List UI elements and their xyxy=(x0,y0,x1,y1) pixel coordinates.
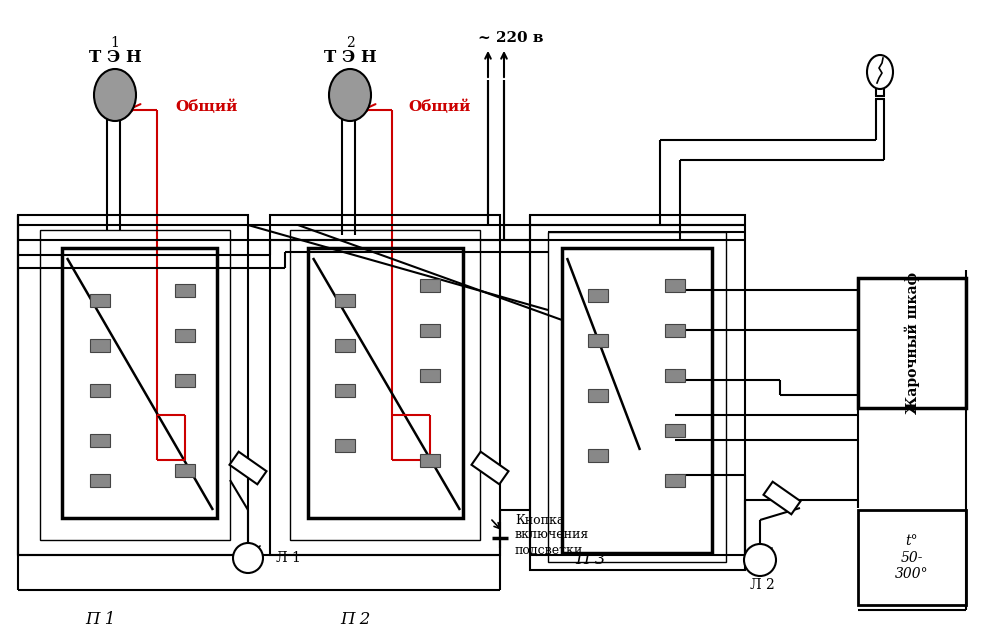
Bar xyxy=(858,278,966,408)
Bar xyxy=(858,510,966,605)
Ellipse shape xyxy=(867,55,893,89)
Bar xyxy=(90,383,110,397)
Bar xyxy=(420,454,440,467)
Bar xyxy=(90,433,110,447)
Text: П 1: П 1 xyxy=(84,611,115,628)
Text: ~ 220 в: ~ 220 в xyxy=(478,31,543,45)
Polygon shape xyxy=(472,452,508,484)
Circle shape xyxy=(744,544,776,576)
Bar xyxy=(665,323,685,337)
Bar xyxy=(90,294,110,307)
Bar xyxy=(588,388,608,401)
Text: Т Э Н: Т Э Н xyxy=(324,49,377,65)
Text: Жарочный шкаф: Жарочный шкаф xyxy=(904,272,920,414)
Bar xyxy=(420,323,440,337)
Bar xyxy=(290,230,480,540)
Bar xyxy=(665,474,685,486)
Bar xyxy=(335,339,355,351)
Polygon shape xyxy=(230,452,267,484)
Bar xyxy=(588,289,608,301)
Ellipse shape xyxy=(329,69,371,121)
Bar xyxy=(335,383,355,397)
Text: Общий: Общий xyxy=(175,100,237,115)
Polygon shape xyxy=(763,482,800,515)
Bar xyxy=(18,215,248,555)
Text: Общий: Общий xyxy=(408,100,470,115)
Text: 2: 2 xyxy=(345,36,354,50)
Bar xyxy=(175,328,195,342)
Circle shape xyxy=(233,543,263,573)
Bar xyxy=(665,369,685,381)
Text: П 3: П 3 xyxy=(575,552,605,568)
Ellipse shape xyxy=(94,69,136,121)
Bar xyxy=(530,215,745,570)
Bar xyxy=(588,449,608,461)
Text: Кнопка
включения
подсветки: Кнопка включения подсветки xyxy=(515,513,590,557)
Bar xyxy=(562,248,712,553)
Bar xyxy=(40,230,230,540)
Bar xyxy=(90,339,110,351)
Text: П 2: П 2 xyxy=(339,611,370,628)
Bar xyxy=(665,424,685,436)
Text: t°
50-
300°: t° 50- 300° xyxy=(896,534,929,580)
Text: Т Э Н: Т Э Н xyxy=(88,49,141,65)
Bar xyxy=(548,232,726,562)
Bar xyxy=(62,248,217,518)
Bar xyxy=(335,438,355,451)
Bar xyxy=(420,278,440,291)
Text: 1: 1 xyxy=(111,36,120,50)
Bar xyxy=(665,278,685,291)
Bar xyxy=(175,463,195,477)
Bar xyxy=(175,284,195,296)
Bar xyxy=(335,294,355,307)
Bar xyxy=(175,374,195,387)
Bar xyxy=(90,474,110,486)
Bar xyxy=(308,248,463,518)
Text: Л 2: Л 2 xyxy=(750,578,775,592)
Bar xyxy=(270,215,500,555)
Bar xyxy=(420,369,440,381)
Bar xyxy=(588,333,608,346)
Text: Л 1: Л 1 xyxy=(276,551,301,565)
